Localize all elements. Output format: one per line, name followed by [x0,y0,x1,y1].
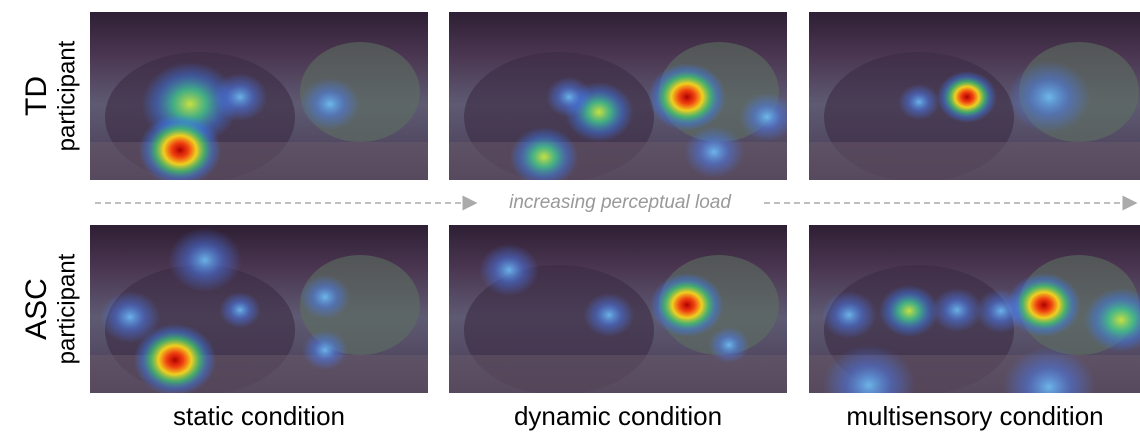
panels [90,12,1140,427]
heat-blob [937,71,997,123]
panel [90,12,428,186]
heat-blob [898,84,939,120]
heat-blob [139,114,222,186]
heat-blob [648,63,726,131]
panel [449,12,795,187]
column-label: multisensory condition [846,401,1103,431]
heat-blob [1008,61,1091,133]
row-sublabel: participant [53,40,80,151]
figure: TD participant ASC participant increasin… [0,0,1140,433]
heat-blob [302,330,348,370]
column-label: static condition [173,401,345,431]
heat-blob [708,327,749,363]
heat-blob [212,73,267,121]
heat-blob [100,291,160,343]
heat-blob [879,285,939,337]
panel [809,12,1140,182]
heat-blob [684,126,744,178]
heat-blob [300,275,351,319]
panel [809,225,1140,427]
heat-blob [739,93,794,141]
heat-blob [546,77,592,117]
panel [90,225,428,396]
row-label: TD [20,76,53,116]
heat-blob [510,127,579,187]
heat-blob [650,273,724,337]
heat-blob [976,289,1027,333]
row-sublabel: participant [53,253,80,364]
heat-blob [168,228,242,292]
heat-blob [932,288,983,332]
heat-blob [479,244,539,296]
row-label: ASC [20,278,53,340]
heat-blob [300,78,360,130]
panel [449,225,787,395]
floor [809,142,1140,180]
column-label: dynamic condition [514,401,722,431]
heat-blob [219,292,260,328]
heat-blob [584,293,635,337]
heat-blob [821,291,876,339]
arrow-label: increasing perceptual load [509,192,732,213]
